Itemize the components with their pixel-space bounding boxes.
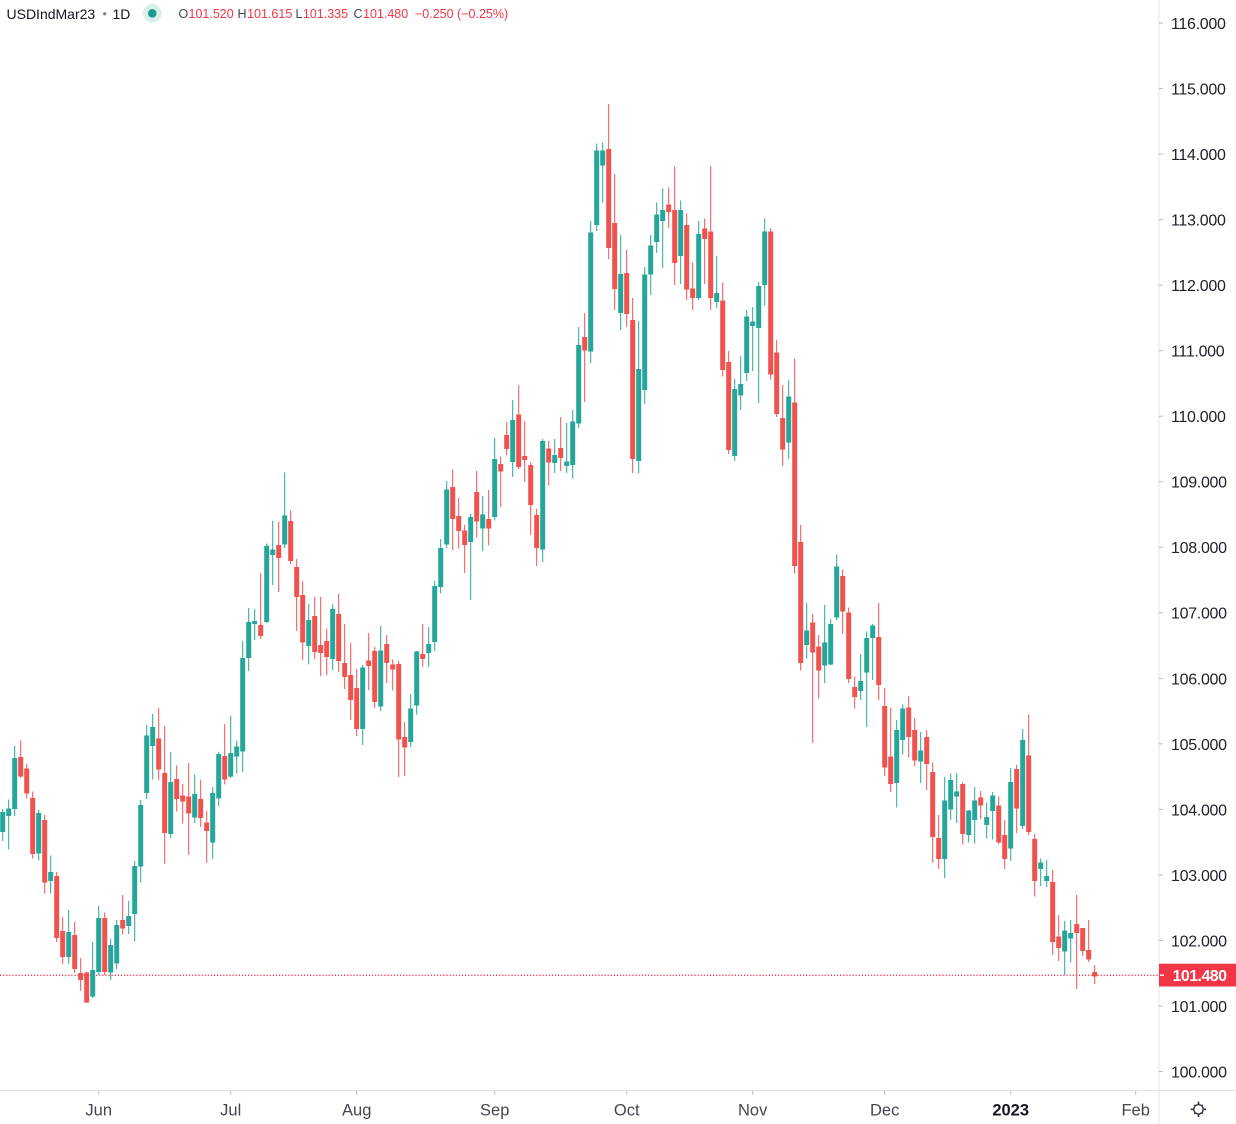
svg-text:107.000: 107.000 — [1171, 606, 1227, 623]
svg-text:101.615: 101.615 — [247, 7, 292, 21]
svg-text:Oct: Oct — [614, 1102, 640, 1120]
svg-text:104.000: 104.000 — [1171, 802, 1227, 819]
svg-text:114.000: 114.000 — [1171, 147, 1226, 164]
svg-text:Nov: Nov — [738, 1102, 768, 1120]
svg-text:Jun: Jun — [85, 1102, 112, 1120]
svg-text:105.000: 105.000 — [1171, 737, 1227, 754]
svg-text:109.000: 109.000 — [1171, 475, 1227, 492]
svg-text:103.000: 103.000 — [1171, 868, 1227, 885]
svg-text:USDIndMar23: USDIndMar23 — [7, 6, 96, 22]
svg-text:Feb: Feb — [1121, 1102, 1149, 1120]
svg-text:H: H — [238, 7, 247, 21]
svg-text:112.000: 112.000 — [1171, 278, 1226, 295]
svg-text:Jul: Jul — [220, 1102, 241, 1120]
svg-text:101.480: 101.480 — [1173, 968, 1228, 985]
svg-text:111.000: 111.000 — [1171, 344, 1225, 361]
svg-text:Sep: Sep — [480, 1102, 509, 1120]
svg-text:1D: 1D — [113, 6, 131, 22]
svg-text:115.000: 115.000 — [1171, 81, 1226, 98]
svg-text:101.520: 101.520 — [189, 7, 234, 21]
svg-text:L: L — [296, 7, 303, 21]
svg-text:101.480: 101.480 — [363, 7, 408, 21]
svg-text:108.000: 108.000 — [1171, 540, 1227, 557]
svg-text:−0.250 (−0.25%): −0.250 (−0.25%) — [415, 7, 508, 21]
svg-text:102.000: 102.000 — [1171, 933, 1227, 950]
svg-text:113.000: 113.000 — [1171, 213, 1226, 230]
svg-text:106.000: 106.000 — [1171, 671, 1227, 688]
svg-text:Dec: Dec — [870, 1102, 899, 1120]
svg-text:101.000: 101.000 — [1171, 999, 1227, 1016]
svg-text:101.335: 101.335 — [303, 7, 348, 21]
svg-text:C: C — [354, 7, 363, 21]
svg-text:2023: 2023 — [992, 1102, 1029, 1120]
svg-text:O: O — [179, 7, 189, 21]
svg-text:Aug: Aug — [342, 1102, 371, 1120]
svg-text:116.000: 116.000 — [1171, 16, 1226, 33]
svg-text:110.000: 110.000 — [1171, 409, 1226, 426]
svg-text:100.000: 100.000 — [1171, 1064, 1227, 1081]
